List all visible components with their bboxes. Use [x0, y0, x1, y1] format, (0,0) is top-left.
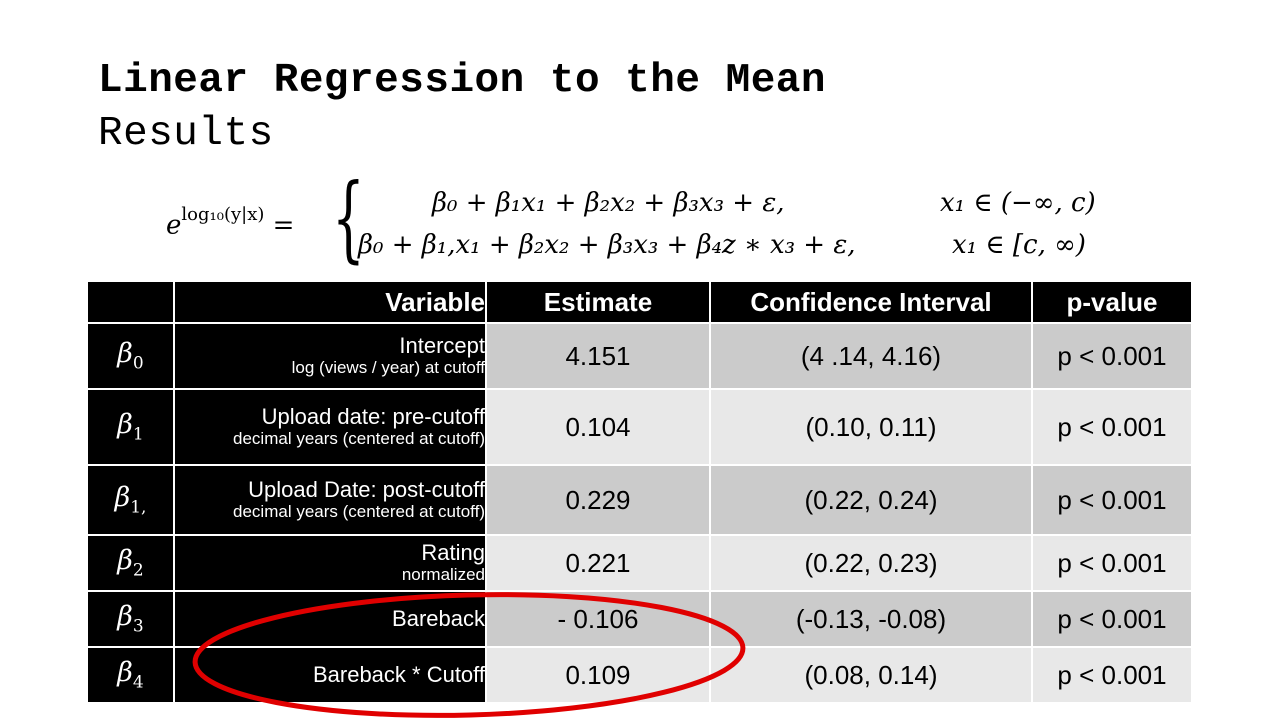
- variable-cell: Upload date: pre-cutoff decimal years (ce…: [174, 389, 487, 466]
- header-estimate: Estimate: [486, 282, 711, 324]
- p-value-cell: p < 0.001: [1032, 465, 1193, 536]
- slide-title: Linear Regression to the Mean: [98, 58, 827, 104]
- p-value-cell: p < 0.001: [1032, 389, 1193, 466]
- variable-name: Rating: [421, 539, 485, 565]
- table-row: β0 Intercept log (views / year) at cutoff…: [88, 323, 1193, 390]
- coef-cell: β3: [88, 591, 175, 648]
- coef-cell: β4: [88, 647, 175, 704]
- coef-subscript: 4: [132, 672, 144, 693]
- coef-cell: β0: [88, 323, 175, 390]
- p-value-cell: p < 0.001: [1032, 323, 1193, 390]
- ci-cell: (0.22, 0.24): [710, 465, 1033, 536]
- coef-cell: β1,: [88, 465, 175, 536]
- coef-symbol: β: [117, 601, 133, 633]
- variable-note: decimal years (centered at cutoff): [233, 501, 485, 521]
- estimate-cell: 0.104: [486, 389, 711, 466]
- p-value-cell: p < 0.001: [1032, 591, 1193, 648]
- variable-cell: Bareback * Cutoff: [174, 647, 487, 704]
- equation-base: e: [166, 210, 182, 241]
- coef-symbol: β: [114, 482, 131, 514]
- variable-name: Intercept: [399, 332, 485, 358]
- equation-row-1: β₀ + β₁x₁ + β₂x₂ + β₃x₃ + ε,: [432, 188, 785, 218]
- table-row: β4 Bareback * Cutoff 0.109 (0.08, 0.14) …: [88, 647, 1193, 704]
- results-table: Variable Estimate Confidence Interval p-…: [88, 282, 1193, 704]
- table-row: β1, Upload Date: post-cutoff decimal year…: [88, 465, 1193, 536]
- header-variable: Variable: [174, 282, 487, 324]
- header-ci: Confidence Interval: [710, 282, 1033, 324]
- table-row: β1 Upload date: pre-cutoff decimal years …: [88, 389, 1193, 466]
- slide-subtitle: Results: [98, 111, 274, 157]
- coef-symbol: β: [117, 657, 133, 689]
- variable-name: Bareback * Cutoff: [312, 661, 485, 687]
- regression-equation: elog₁₀(y|x) = { β₀ + β₁x₁ + β₂x₂ + β₃x₃ …: [160, 172, 1130, 274]
- equation-row-2: β₀ + β₁,x₁ + β₂x₂ + β₃x₃ + β₄z ∗ x₃ + ε,: [358, 230, 856, 260]
- coef-subscript: 1: [132, 424, 144, 445]
- coef-cell: β2: [88, 535, 175, 592]
- equation-cond-2: x₁ ∈ [c, ∞): [952, 230, 1086, 260]
- coef-subscript: 0: [132, 353, 144, 374]
- variable-cell: Intercept log (views / year) at cutoff: [174, 323, 487, 390]
- coef-subscript: 2: [132, 560, 144, 581]
- variable-note: decimal years (centered at cutoff): [233, 428, 485, 448]
- estimate-cell: 0.221: [486, 535, 711, 592]
- equation-brace: {: [332, 164, 365, 273]
- estimate-cell: - 0.106: [486, 591, 711, 648]
- variable-cell: Bareback: [174, 591, 487, 648]
- coef-symbol: β: [117, 545, 133, 577]
- coef-subscript: 3: [132, 616, 144, 637]
- header-p-value: p-value: [1032, 282, 1193, 324]
- variable-name: Bareback: [392, 605, 485, 631]
- equation-cond-1: x₁ ∈ (−∞, c): [940, 188, 1096, 218]
- variable-note: log (views / year) at cutoff: [291, 357, 485, 377]
- ci-cell: (0.22, 0.23): [710, 535, 1033, 592]
- coef-cell: β1: [88, 389, 175, 466]
- variable-name: Upload date: pre-cutoff: [261, 403, 485, 429]
- variable-cell: Upload Date: post-cutoff decimal years (c…: [174, 465, 487, 536]
- ci-cell: (0.08, 0.14): [710, 647, 1033, 704]
- p-value-cell: p < 0.001: [1032, 535, 1193, 592]
- ci-cell: (0.10, 0.11): [710, 389, 1033, 466]
- table-row: β3 Bareback - 0.106 (-0.13, -0.08) p < 0…: [88, 591, 1193, 648]
- estimate-cell: 0.109: [486, 647, 711, 704]
- equation-lhs: elog₁₀(y|x) =: [166, 204, 295, 241]
- p-value-cell: p < 0.001: [1032, 647, 1193, 704]
- table-header-row: Variable Estimate Confidence Interval p-…: [88, 282, 1193, 324]
- coef-symbol: β: [117, 409, 133, 441]
- estimate-cell: 0.229: [486, 465, 711, 536]
- variable-cell: Rating normalized: [174, 535, 487, 592]
- header-coef: [88, 282, 175, 324]
- equation-equals: =: [272, 210, 295, 241]
- estimate-cell: 4.151: [486, 323, 711, 390]
- variable-name: Upload Date: post-cutoff: [248, 476, 485, 502]
- equation-exponent: log₁₀(y|x): [181, 204, 265, 225]
- ci-cell: (4 .14, 4.16): [710, 323, 1033, 390]
- coef-subscript: 1,: [130, 497, 147, 518]
- ci-cell: (-0.13, -0.08): [710, 591, 1033, 648]
- variable-note: normalized: [401, 564, 485, 584]
- table-row: β2 Rating normalized 0.221 (0.22, 0.23) p…: [88, 535, 1193, 592]
- coef-symbol: β: [117, 338, 133, 370]
